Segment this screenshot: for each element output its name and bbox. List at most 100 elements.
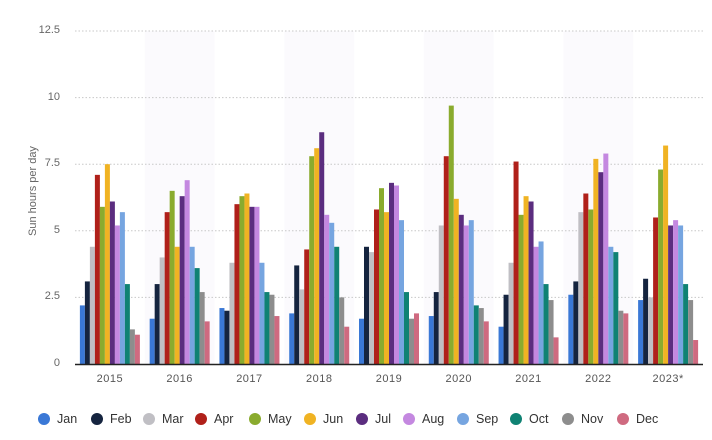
bar-may-2023[interactable]: [658, 169, 664, 364]
bar-nov-2015[interactable]: [129, 329, 135, 364]
bar-may-2021[interactable]: [518, 214, 524, 364]
bar-aug-2016[interactable]: [184, 180, 190, 364]
bar-jun-2020[interactable]: [453, 198, 459, 364]
bar-oct-2019[interactable]: [404, 292, 409, 364]
bar-feb-2021[interactable]: [503, 294, 509, 364]
bar-nov-2017[interactable]: [269, 294, 275, 364]
bar-mar-2022[interactable]: [578, 212, 584, 364]
bar-oct-2015[interactable]: [124, 284, 130, 364]
bar-sep-2022[interactable]: [608, 246, 614, 364]
bar-apr-2015[interactable]: [94, 174, 100, 364]
bar-sep-2020[interactable]: [468, 220, 474, 364]
bar-nov-2020[interactable]: [478, 308, 484, 364]
bar-dec-2021[interactable]: [553, 337, 559, 364]
bar-may-2016[interactable]: [169, 190, 175, 364]
bar-dec-2018[interactable]: [344, 326, 350, 364]
bar-oct-2020[interactable]: [473, 305, 479, 364]
bar-may-2022[interactable]: [588, 209, 594, 364]
bar-dec-2016[interactable]: [204, 321, 210, 364]
bar-mar-2016[interactable]: [159, 257, 165, 364]
bar-may-2017[interactable]: [239, 196, 245, 364]
bar-jun-2021[interactable]: [523, 196, 529, 364]
bar-dec-2017[interactable]: [274, 316, 280, 364]
bar-jul-2020[interactable]: [458, 214, 464, 364]
legend-item-jan[interactable]: Jan: [38, 412, 91, 426]
bar-jan-2019[interactable]: [359, 318, 364, 364]
legend-item-jul[interactable]: Jul: [356, 412, 403, 426]
bar-apr-2022[interactable]: [583, 193, 589, 364]
bar-jan-2023[interactable]: [638, 300, 644, 364]
bar-jan-2015[interactable]: [79, 305, 85, 364]
bar-jul-2015[interactable]: [109, 201, 115, 364]
bar-feb-2019[interactable]: [364, 246, 369, 364]
bar-may-2019[interactable]: [379, 188, 384, 364]
bar-nov-2023[interactable]: [688, 300, 694, 364]
bar-jun-2016[interactable]: [174, 246, 180, 364]
bar-nov-2016[interactable]: [199, 292, 205, 364]
bar-mar-2023[interactable]: [648, 297, 654, 364]
bar-mar-2017[interactable]: [229, 262, 235, 364]
bar-mar-2018[interactable]: [299, 289, 305, 364]
bar-jan-2020[interactable]: [428, 316, 434, 364]
bar-aug-2015[interactable]: [114, 225, 120, 364]
bar-dec-2015[interactable]: [134, 334, 140, 364]
bar-jul-2017[interactable]: [249, 206, 255, 364]
legend-item-mar[interactable]: Mar: [143, 412, 195, 426]
bar-aug-2023[interactable]: [673, 220, 679, 364]
legend-item-feb[interactable]: Feb: [91, 412, 143, 426]
bar-sep-2017[interactable]: [259, 262, 265, 364]
bar-sep-2019[interactable]: [399, 220, 404, 364]
bar-oct-2021[interactable]: [543, 284, 549, 364]
bar-dec-2022[interactable]: [623, 313, 629, 364]
bar-aug-2020[interactable]: [463, 225, 469, 364]
bar-apr-2017[interactable]: [234, 204, 240, 364]
bar-sep-2023[interactable]: [678, 225, 684, 364]
bar-jun-2017[interactable]: [244, 193, 250, 364]
bar-aug-2017[interactable]: [254, 206, 260, 364]
bar-dec-2020[interactable]: [483, 321, 489, 364]
bar-apr-2016[interactable]: [164, 212, 170, 364]
bar-jun-2019[interactable]: [384, 212, 389, 364]
bar-sep-2021[interactable]: [538, 241, 544, 364]
legend-item-oct[interactable]: Oct: [510, 412, 562, 426]
bar-jan-2018[interactable]: [289, 313, 295, 364]
bar-oct-2016[interactable]: [194, 268, 200, 364]
bar-aug-2018[interactable]: [324, 214, 330, 364]
bar-sep-2015[interactable]: [119, 212, 125, 364]
bar-may-2015[interactable]: [99, 206, 105, 364]
bar-may-2020[interactable]: [448, 105, 454, 364]
bar-jun-2022[interactable]: [593, 158, 599, 364]
bar-nov-2018[interactable]: [339, 297, 345, 364]
bar-mar-2019[interactable]: [369, 252, 374, 364]
bar-nov-2021[interactable]: [548, 300, 554, 364]
bar-aug-2022[interactable]: [603, 153, 609, 364]
bar-dec-2019[interactable]: [414, 313, 419, 364]
legend-item-jun[interactable]: Jun: [304, 412, 356, 426]
legend-item-may[interactable]: May: [249, 412, 304, 426]
bar-sep-2016[interactable]: [189, 246, 195, 364]
bar-jul-2022[interactable]: [598, 172, 604, 364]
bar-sep-2018[interactable]: [329, 222, 335, 364]
bar-apr-2018[interactable]: [304, 249, 310, 364]
legend-item-sep[interactable]: Sep: [457, 412, 510, 426]
bar-jul-2023[interactable]: [668, 225, 674, 364]
bar-feb-2020[interactable]: [433, 292, 439, 364]
bar-apr-2023[interactable]: [653, 217, 659, 364]
bar-feb-2015[interactable]: [84, 281, 90, 364]
bar-jul-2019[interactable]: [389, 182, 394, 364]
legend-item-dec[interactable]: Dec: [617, 412, 667, 426]
bar-feb-2016[interactable]: [154, 284, 160, 364]
bar-feb-2018[interactable]: [294, 265, 300, 364]
bar-jan-2016[interactable]: [149, 318, 155, 364]
bar-may-2018[interactable]: [309, 156, 315, 364]
bar-aug-2021[interactable]: [533, 246, 539, 364]
legend-item-apr[interactable]: Apr: [195, 412, 249, 426]
bar-apr-2019[interactable]: [374, 209, 379, 364]
bar-jun-2015[interactable]: [104, 164, 110, 364]
bar-jan-2022[interactable]: [568, 294, 574, 364]
bar-nov-2019[interactable]: [409, 318, 414, 364]
bar-apr-2020[interactable]: [443, 156, 449, 364]
bar-jun-2018[interactable]: [314, 148, 320, 364]
bar-aug-2019[interactable]: [394, 185, 399, 364]
bar-jun-2023[interactable]: [663, 145, 669, 364]
